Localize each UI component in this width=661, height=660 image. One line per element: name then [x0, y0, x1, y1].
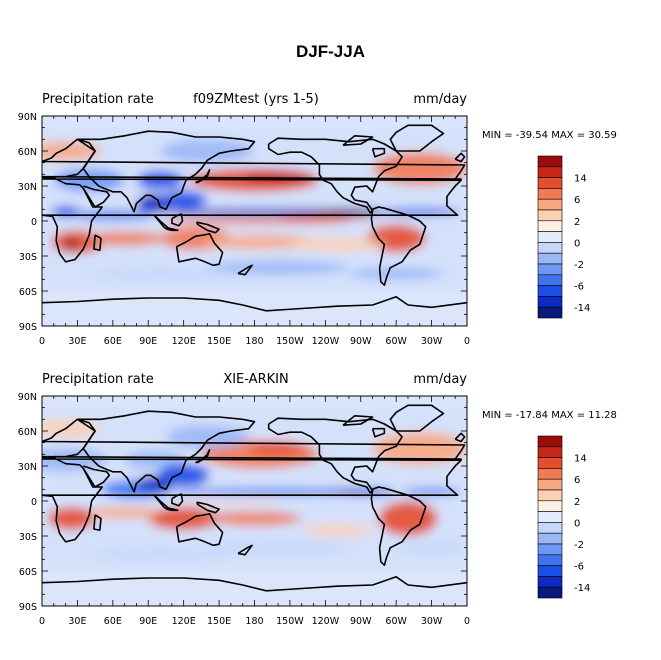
y-tick-label: 0 — [31, 217, 37, 228]
colorbar-label: -14 — [574, 303, 590, 314]
minmax-label: MIN = -17.84 MAX = 11.28 — [482, 410, 617, 421]
colorbar-label: 14 — [574, 174, 587, 185]
colorbar-label: -14 — [574, 583, 590, 594]
y-tick-label: 90N — [18, 112, 37, 123]
x-tick-label: 120W — [312, 336, 340, 347]
x-tick-label: 90E — [139, 616, 157, 627]
precip-field — [42, 116, 467, 326]
center-title: XIE-ARKIN — [223, 372, 288, 387]
right-title: mm/day — [413, 372, 467, 387]
center-title: f09ZMtest (yrs 1-5) — [193, 92, 319, 107]
x-tick-label: 120E — [172, 616, 196, 627]
y-tick-label: 30S — [19, 252, 37, 263]
colorbar: 14 6 2 0 -2 -6 -14 — [537, 435, 590, 599]
y-tick-label: 60S — [19, 567, 37, 578]
y-tick-label: 30S — [19, 532, 37, 543]
x-tick-label: 0 — [464, 336, 470, 347]
colorbar-label: 0 — [574, 238, 580, 249]
x-tick-label: 0 — [39, 616, 45, 627]
y-tick-label: 60N — [18, 427, 37, 438]
right-title: mm/day — [413, 92, 467, 107]
minmax-label: MIN = -39.54 MAX = 30.59 — [482, 130, 617, 141]
colorbar-label: 6 — [574, 475, 580, 486]
y-tick-label: 90S — [19, 322, 37, 333]
y-tick-label: 0 — [31, 497, 37, 508]
colorbar-label: -6 — [574, 282, 584, 293]
y-tick-label: 60S — [19, 287, 37, 298]
x-tick-label: 60E — [104, 336, 122, 347]
y-tick-label: 30N — [18, 182, 37, 193]
coastlines — [42, 124, 467, 312]
x-tick-label: 30W — [421, 336, 443, 347]
colorbar-label: 2 — [574, 217, 580, 228]
x-tick-label: 30W — [421, 616, 443, 627]
colorbar-label: -2 — [574, 260, 584, 271]
coastlines — [42, 404, 467, 592]
page-title: DJF-JJA — [296, 42, 365, 61]
colorbar: 14 6 2 0 -2 -6 -14 — [537, 155, 590, 319]
x-tick-label: 90W — [350, 336, 372, 347]
axis-ticks — [41, 395, 468, 607]
x-tick-label: 0 — [39, 336, 45, 347]
x-tick-label: 120W — [312, 616, 340, 627]
y-tick-label: 90N — [18, 392, 37, 403]
x-tick-label: 150E — [207, 616, 231, 627]
colorbar-label: 14 — [574, 454, 587, 465]
map-panel-1: 0 30E 60E 90E 120E 150E 180 150W 120W 90W 60W 30W 09… — [18, 92, 617, 347]
colorbar-label: -2 — [574, 540, 584, 551]
x-tick-label: 0 — [464, 616, 470, 627]
x-tick-label: 150E — [207, 336, 231, 347]
axis-ticks — [41, 115, 468, 327]
y-tick-label: 60N — [18, 147, 37, 158]
x-tick-label: 90E — [139, 336, 157, 347]
x-tick-label: 60E — [104, 616, 122, 627]
map-panel-2: 0 30E 60E 90E 120E 150E 180 150W 120W 90W 60W 30W 09… — [18, 372, 617, 627]
x-tick-label: 60W — [385, 616, 407, 627]
colorbar-label: 2 — [574, 497, 580, 508]
x-tick-label: 60W — [385, 336, 407, 347]
colorbar-label: 0 — [574, 518, 580, 529]
x-tick-label: 90W — [350, 616, 372, 627]
colorbar-label: -6 — [574, 562, 584, 573]
y-tick-label: 90S — [19, 602, 37, 613]
x-tick-label: 150W — [276, 616, 304, 627]
left-title: Precipitation rate — [42, 92, 154, 107]
x-tick-label: 30E — [68, 616, 86, 627]
x-tick-label: 180 — [245, 336, 263, 347]
y-tick-label: 30N — [18, 462, 37, 473]
x-tick-label: 180 — [245, 616, 263, 627]
left-title: Precipitation rate — [42, 372, 154, 387]
x-tick-label: 120E — [172, 336, 196, 347]
colorbar-label: 6 — [574, 195, 580, 206]
x-tick-label: 150W — [276, 336, 304, 347]
x-tick-label: 30E — [68, 336, 86, 347]
